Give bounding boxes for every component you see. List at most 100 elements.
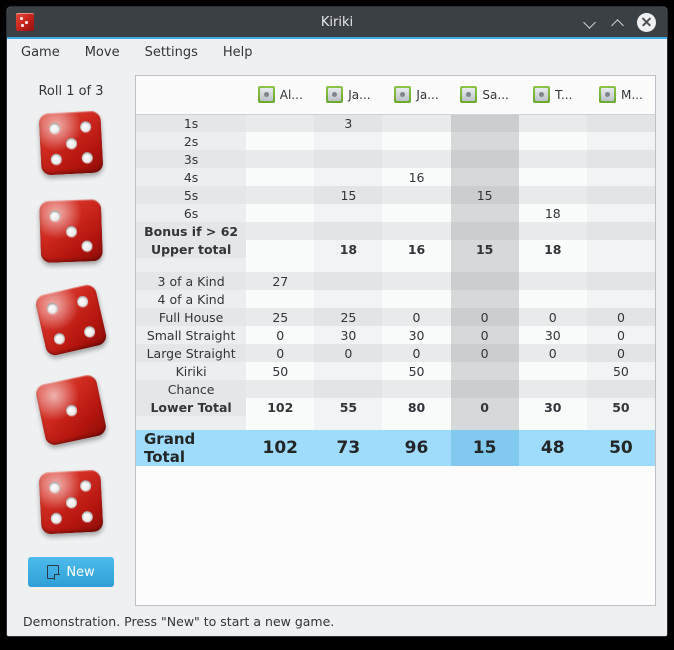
score-cell[interactable] [246, 168, 315, 186]
scoreboard-row[interactable]: Chance [136, 380, 655, 398]
minimize-icon[interactable] [577, 9, 603, 35]
die-2[interactable] [38, 198, 104, 264]
score-cell[interactable]: 0 [246, 326, 315, 344]
score-cell[interactable] [246, 380, 315, 398]
score-cell[interactable] [518, 168, 587, 186]
score-cell[interactable] [382, 290, 451, 308]
scoreboard-row[interactable]: 5s 15 15 [136, 186, 655, 204]
score-cell[interactable] [518, 150, 587, 168]
score-cell[interactable]: 15 [450, 186, 519, 204]
player-column-header-5[interactable]: T... [518, 76, 587, 115]
score-cell[interactable] [450, 380, 519, 398]
score-cell[interactable]: 0 [518, 344, 587, 362]
score-cell[interactable] [450, 132, 519, 150]
score-cell[interactable]: 0 [382, 308, 451, 326]
score-cell[interactable] [246, 132, 315, 150]
score-cell[interactable]: 25 [314, 308, 383, 326]
menu-item-settings[interactable]: Settings [144, 44, 198, 60]
score-cell[interactable]: 50 [246, 362, 315, 380]
die-5[interactable] [38, 469, 104, 535]
score-cell[interactable] [586, 272, 655, 290]
player-column-header-6[interactable]: M... [586, 76, 655, 115]
score-cell[interactable]: 0 [314, 344, 383, 362]
score-cell[interactable] [450, 204, 519, 222]
scoreboard-row[interactable]: 1s 3 [136, 114, 655, 132]
score-cell[interactable]: 0 [450, 308, 519, 326]
score-cell[interactable] [450, 272, 519, 290]
score-cell[interactable]: 25 [246, 308, 315, 326]
score-cell[interactable]: 50 [586, 362, 655, 380]
scoreboard-row[interactable]: 3 of a Kind 27 [136, 272, 655, 290]
maximize-icon[interactable] [605, 9, 631, 35]
score-cell[interactable]: 0 [450, 326, 519, 344]
score-cell[interactable] [246, 204, 315, 222]
score-cell[interactable] [586, 168, 655, 186]
score-cell[interactable] [246, 114, 315, 132]
score-cell[interactable]: 0 [450, 344, 519, 362]
score-cell[interactable] [518, 290, 587, 308]
score-cell[interactable] [450, 168, 519, 186]
close-icon[interactable] [633, 9, 659, 35]
scoreboard-row[interactable]: 6s 18 [136, 204, 655, 222]
score-cell[interactable]: 0 [382, 344, 451, 362]
die-4[interactable] [34, 373, 108, 447]
score-cell[interactable] [382, 272, 451, 290]
score-cell[interactable] [586, 114, 655, 132]
score-cell[interactable] [518, 132, 587, 150]
scoreboard-row[interactable]: Full House 25 25 0 0 0 0 [136, 308, 655, 326]
score-cell[interactable]: 30 [314, 326, 383, 344]
score-cell[interactable]: 3 [314, 114, 383, 132]
score-cell[interactable]: 30 [382, 326, 451, 344]
player-column-header-4[interactable]: Sa... [450, 76, 519, 115]
score-cell[interactable] [314, 362, 383, 380]
die-3[interactable] [33, 282, 109, 358]
score-cell[interactable]: 50 [382, 362, 451, 380]
score-cell[interactable]: 0 [518, 308, 587, 326]
score-cell[interactable] [382, 204, 451, 222]
scoreboard-row[interactable]: Small Straight 0 30 30 0 30 0 [136, 326, 655, 344]
scoreboard-row[interactable]: 4 of a Kind [136, 290, 655, 308]
score-cell[interactable] [450, 290, 519, 308]
score-cell[interactable] [518, 272, 587, 290]
score-cell[interactable] [314, 204, 383, 222]
score-cell[interactable] [586, 150, 655, 168]
score-cell[interactable] [586, 290, 655, 308]
score-cell[interactable] [518, 362, 587, 380]
score-cell[interactable] [246, 150, 315, 168]
score-cell[interactable]: 0 [586, 308, 655, 326]
score-cell[interactable]: 0 [586, 344, 655, 362]
score-cell[interactable] [450, 362, 519, 380]
score-cell[interactable] [246, 186, 315, 204]
scoreboard-row[interactable]: 3s [136, 150, 655, 168]
scoreboard-row[interactable]: Kiriki 50 50 50 [136, 362, 655, 380]
score-cell[interactable] [382, 114, 451, 132]
die-1[interactable] [38, 110, 104, 176]
menu-item-game[interactable]: Game [21, 44, 60, 60]
score-cell[interactable] [314, 380, 383, 398]
score-cell[interactable] [246, 290, 315, 308]
score-cell[interactable] [518, 186, 587, 204]
score-cell[interactable]: 0 [586, 326, 655, 344]
score-cell[interactable] [450, 114, 519, 132]
score-cell[interactable] [314, 150, 383, 168]
score-cell[interactable] [450, 150, 519, 168]
score-cell[interactable] [586, 204, 655, 222]
player-column-header-2[interactable]: Ja... [314, 76, 383, 115]
score-cell[interactable] [314, 272, 383, 290]
score-cell[interactable]: 0 [246, 344, 315, 362]
player-column-header-1[interactable]: Al... [246, 76, 315, 115]
score-cell[interactable] [586, 186, 655, 204]
score-cell[interactable] [314, 132, 383, 150]
score-cell[interactable] [382, 132, 451, 150]
score-cell[interactable] [586, 380, 655, 398]
score-cell[interactable]: 15 [314, 186, 383, 204]
menu-item-help[interactable]: Help [222, 44, 253, 60]
score-cell[interactable] [382, 186, 451, 204]
new-game-button[interactable]: New [28, 557, 114, 587]
menu-item-move[interactable]: Move [84, 44, 120, 60]
score-cell[interactable]: 27 [246, 272, 315, 290]
scoreboard-row[interactable]: 4s 16 [136, 168, 655, 186]
score-cell[interactable] [518, 114, 587, 132]
player-column-header-3[interactable]: Ja... [382, 76, 451, 115]
scoreboard-row[interactable]: 2s [136, 132, 655, 150]
